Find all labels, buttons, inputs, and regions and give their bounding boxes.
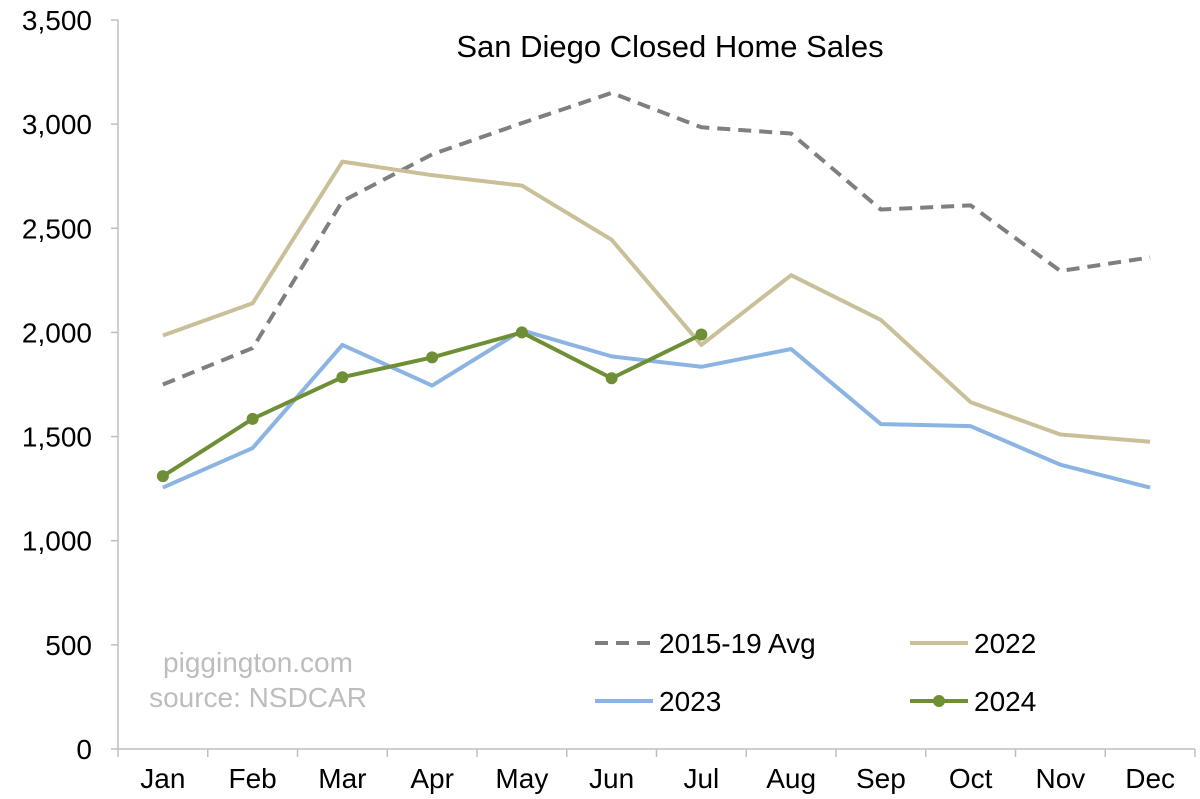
series-layer	[156, 90, 1151, 490]
x-tick-label: Dec	[1125, 763, 1175, 794]
series-2024	[156, 326, 708, 483]
x-tick-label: Feb	[229, 763, 277, 794]
watermark-source: source: NSDCAR	[149, 682, 367, 713]
x-tick-label: Aug	[766, 763, 816, 794]
legend-marker	[933, 695, 945, 707]
y-tick-label: 500	[45, 630, 92, 661]
legend-label: 2015-19 Avg	[659, 628, 816, 659]
x-tick-label: Jun	[589, 763, 634, 794]
series-2022	[162, 159, 1151, 444]
x-tick-label: Oct	[949, 763, 993, 794]
x-tick-label: Jan	[140, 763, 185, 794]
legend-item: 2015-19 Avg	[595, 628, 816, 659]
data-point	[246, 412, 259, 425]
x-tick-label: Nov	[1035, 763, 1085, 794]
data-point	[426, 351, 439, 364]
series-2015-19-avg	[162, 90, 1151, 387]
legend-label: 2022	[974, 628, 1036, 659]
x-tick-label: May	[495, 763, 548, 794]
x-tick-label: Jul	[683, 763, 719, 794]
legend-label: 2024	[974, 686, 1036, 717]
series-line	[162, 328, 1151, 490]
x-tick-label: Sep	[856, 763, 906, 794]
watermark: piggington.com source: NSDCAR	[149, 647, 367, 713]
data-point	[156, 470, 169, 483]
data-point	[336, 371, 349, 384]
data-point	[605, 372, 618, 385]
y-tick-label: 3,000	[22, 109, 92, 140]
series-line	[162, 90, 1151, 387]
x-axis-ticks: Jan Feb Mar Apr May Jun Jul Aug Sep Oct Nov Dec	[117, 749, 1196, 794]
x-tick-label: Mar	[318, 763, 366, 794]
legend: 2015-19 Avg 2022 2023 2024	[595, 628, 1036, 717]
y-tick-label: 1,000	[22, 526, 92, 557]
data-point	[695, 328, 708, 341]
chart-title: San Diego Closed Home Sales	[456, 29, 883, 64]
legend-item: 2024	[910, 686, 1036, 717]
y-tick-label: 3,500	[22, 5, 92, 36]
series-2023	[162, 328, 1151, 490]
legend-item: 2023	[595, 686, 721, 717]
y-axis-ticks: 0 500 1,000 1,500 2,000 2,500 3,000 3,500	[22, 5, 118, 765]
y-tick-label: 2,500	[22, 213, 92, 244]
legend-item: 2022	[910, 628, 1036, 659]
series-line	[162, 159, 1151, 444]
watermark-site: piggington.com	[163, 647, 353, 678]
data-point	[515, 326, 528, 339]
y-tick-label: 1,500	[22, 422, 92, 453]
legend-label: 2023	[659, 686, 721, 717]
y-tick-label: 0	[76, 734, 92, 765]
y-tick-label: 2,000	[22, 317, 92, 348]
x-tick-label: Apr	[410, 763, 454, 794]
